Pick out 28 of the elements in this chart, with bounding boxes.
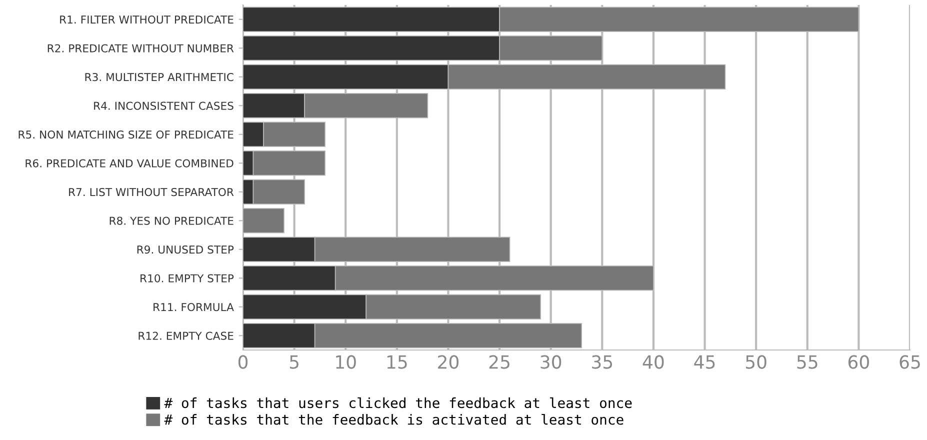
x-tick-label: 0 bbox=[238, 355, 248, 369]
x-tick-label: 15 bbox=[387, 355, 407, 369]
x-tick-label: 45 bbox=[694, 355, 715, 369]
y-tick-label: R7. LIST WITHOUT SEPARATOR bbox=[69, 188, 234, 196]
x-tick-label: 20 bbox=[438, 355, 459, 369]
x-tick-label: 50 bbox=[746, 355, 766, 369]
legend-label: # of tasks that the feedback is activated at least once bbox=[164, 414, 624, 425]
y-tick-label: R3. MULTISTEP ARITHMETIC bbox=[85, 72, 234, 82]
y-tick-label: R11. FORMULA bbox=[154, 302, 234, 312]
y-tick-label: R5. NON MATCHING SIZE OF PREDICATE bbox=[18, 130, 234, 139]
x-tick-label: 65 bbox=[900, 355, 920, 369]
x-tick-label: 5 bbox=[290, 355, 298, 369]
y-tick-label: R12. EMPTY CASE bbox=[138, 332, 234, 340]
x-tick-label: 25 bbox=[489, 355, 510, 369]
x-tick-label: 40 bbox=[642, 355, 664, 369]
x-tick-label: 55 bbox=[797, 355, 818, 369]
x-tick-label: 35 bbox=[592, 355, 612, 369]
y-tick-label: R10. EMPTY STEP bbox=[140, 274, 234, 282]
x-tick-label: 10 bbox=[336, 355, 356, 369]
y-tick-label: R8. YES NO PREDICATE bbox=[110, 216, 234, 225]
x-tick-label: 30 bbox=[540, 355, 562, 369]
y-tick-label: R9. UNUSED STEP bbox=[137, 245, 234, 254]
y-tick-label: R6. PREDICATE AND VALUE COMBINED bbox=[26, 159, 234, 168]
legend-label: # of tasks that users clicked the feedback at least once bbox=[164, 397, 632, 408]
x-tick-label: 60 bbox=[848, 355, 869, 369]
y-tick-label: R2. PREDICATE WITHOUT NUMBER bbox=[48, 44, 234, 52]
y-tick-label: R4. INCONSISTENT CASES bbox=[94, 102, 234, 110]
y-tick-label: R1. FILTER WITHOUT PREDICATE bbox=[60, 15, 234, 24]
